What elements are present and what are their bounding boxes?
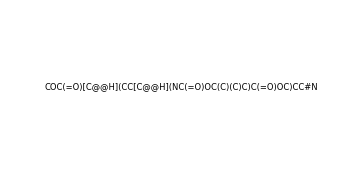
- Text: COC(=O)[C@@H](CC[C@@H](NC(=O)OC(C)(C)C)C(=O)OC)CC#N: COC(=O)[C@@H](CC[C@@H](NC(=O)OC(C)(C)C)C…: [45, 82, 318, 91]
